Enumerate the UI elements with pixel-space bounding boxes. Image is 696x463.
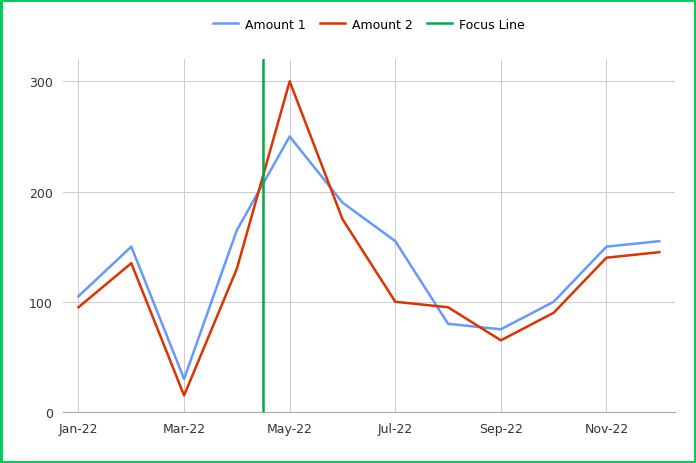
Amount 1	[497, 327, 505, 332]
Amount 2	[180, 393, 188, 398]
Amount 1	[655, 239, 663, 244]
Amount 1	[127, 244, 136, 250]
Amount 2	[602, 255, 610, 261]
Amount 2	[74, 305, 83, 310]
Amount 2	[497, 338, 505, 344]
Amount 1	[285, 134, 294, 140]
Amount 1	[232, 228, 241, 233]
Amount 1	[391, 239, 400, 244]
Amount 1	[74, 294, 83, 300]
Line: Amount 2: Amount 2	[79, 82, 659, 395]
Amount 1	[338, 200, 347, 206]
Amount 2	[285, 79, 294, 85]
Amount 1	[602, 244, 610, 250]
Amount 2	[655, 250, 663, 256]
Legend: Amount 1, Amount 2, Focus Line: Amount 1, Amount 2, Focus Line	[208, 13, 530, 37]
Amount 2	[444, 305, 452, 310]
Amount 1	[550, 299, 558, 305]
Amount 2	[338, 217, 347, 222]
Amount 2	[232, 266, 241, 272]
Line: Amount 1: Amount 1	[79, 137, 659, 379]
Amount 1	[180, 376, 188, 382]
Amount 2	[127, 261, 136, 266]
Amount 2	[391, 299, 400, 305]
Amount 1	[444, 321, 452, 327]
Amount 2	[550, 310, 558, 316]
